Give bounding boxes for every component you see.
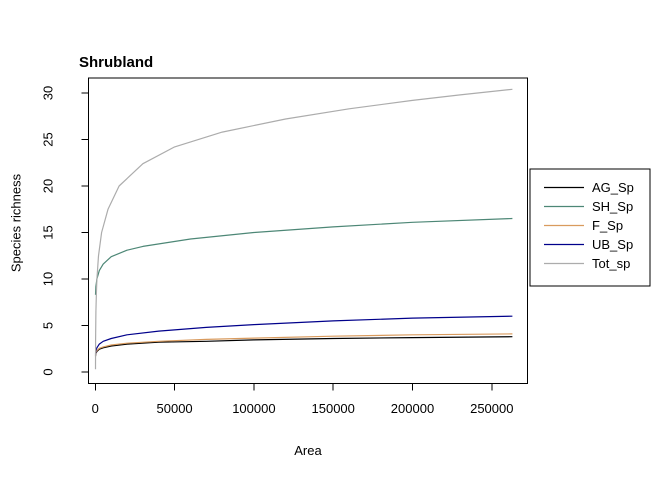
y-tick-label: 10: [41, 272, 56, 286]
x-tick-label: 0: [92, 401, 99, 416]
legend-label: UB_Sp: [592, 237, 633, 252]
x-tick-label: 100000: [232, 401, 275, 416]
x-tick-label: 250000: [470, 401, 513, 416]
curve-SH_Sp: [94, 217, 513, 295]
y-tick-label: 20: [41, 179, 56, 193]
legend-item: SH_Sp: [544, 199, 633, 214]
legend-label: F_Sp: [592, 218, 623, 233]
series-curves: [94, 88, 513, 370]
x-axis-ticks: 0 50000 100000 150000 200000 250000: [92, 383, 513, 416]
curve-F_Sp: [94, 333, 513, 356]
curve-AG_Sp: [94, 336, 513, 357]
x-tick-label: 200000: [391, 401, 434, 416]
legend-label: AG_Sp: [592, 180, 634, 195]
x-tick-label: 50000: [157, 401, 193, 416]
chart-title: Shrubland: [79, 54, 153, 71]
y-tick-label: 30: [41, 86, 56, 100]
legend: AG_Sp SH_Sp F_Sp UB_Sp Tot_sp: [529, 168, 651, 287]
curve-Tot_sp: [94, 88, 513, 370]
legend-item: UB_Sp: [544, 237, 633, 252]
legend-box: [529, 168, 651, 287]
legend-label: SH_Sp: [592, 199, 633, 214]
x-tick-label: 150000: [312, 401, 355, 416]
y-tick-label: 0: [41, 368, 56, 375]
plot-area: [88, 77, 528, 384]
curve-UB_Sp: [94, 315, 513, 355]
legend-item: Tot_sp: [544, 256, 630, 271]
legend-label: Tot_sp: [592, 256, 630, 271]
y-tick-label: 5: [41, 322, 56, 329]
y-axis-ticks: 0 5 10 15 20 25 30: [41, 86, 89, 376]
y-tick-label: 15: [41, 225, 56, 239]
x-axis-title: Area: [294, 443, 322, 458]
legend-item: AG_Sp: [544, 180, 634, 195]
legend-item: F_Sp: [544, 218, 623, 233]
y-tick-label: 25: [41, 132, 56, 146]
y-axis-title: Species richness: [9, 173, 24, 272]
